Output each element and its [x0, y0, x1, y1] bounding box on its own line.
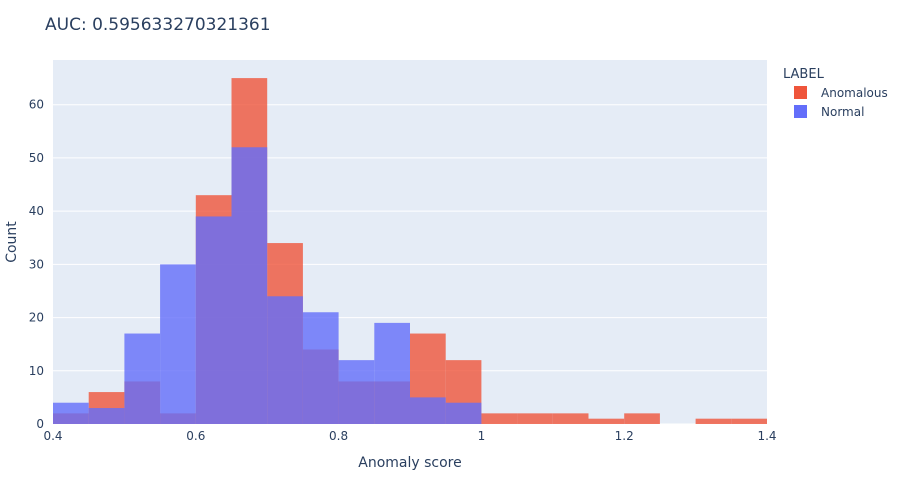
bar-anomalous-12[interactable] — [481, 413, 518, 424]
bar-anomalous-16[interactable] — [624, 413, 660, 424]
x-tick-labels: 0.4 0.6 0.8 1 1.2 1.4 — [43, 429, 776, 443]
y-tick-label: 40 — [29, 204, 44, 218]
y-tick-label: 10 — [29, 364, 44, 378]
y-axis-title: Count — [4, 221, 20, 263]
y-tick-label: 30 — [29, 257, 44, 271]
x-tick-label: 1.4 — [757, 429, 776, 443]
legend-title: LABEL — [783, 67, 825, 82]
bar-anomalous-19[interactable] — [731, 418, 767, 424]
y-tick-labels: 0 10 20 30 40 50 60 — [29, 98, 44, 431]
bar-normal-11[interactable] — [445, 402, 482, 424]
bar-normal-3[interactable] — [160, 264, 196, 424]
legend-label-normal: Normal — [821, 105, 864, 119]
y-tick-label: 0 — [36, 417, 44, 431]
bar-anomalous-18[interactable] — [695, 418, 732, 424]
bar-normal-7[interactable] — [302, 312, 339, 424]
bar-anomalous-14[interactable] — [552, 413, 589, 424]
x-tick-label: 0.6 — [186, 429, 205, 443]
legend-label-anomalous: Anomalous — [821, 86, 888, 100]
x-tick-label: 1 — [478, 429, 486, 443]
y-tick-label: 60 — [29, 98, 44, 112]
x-tick-label: 0.4 — [43, 429, 62, 443]
bar-normal-1[interactable] — [88, 408, 125, 424]
bar-normal-10[interactable] — [410, 397, 446, 424]
bar-normal-0[interactable] — [53, 402, 89, 424]
bars — [53, 78, 767, 425]
bar-normal-2[interactable] — [124, 333, 161, 424]
bar-anomalous-13[interactable] — [517, 413, 553, 424]
bar-normal-4[interactable] — [195, 216, 232, 424]
chart-title: AUC: 0.595633270321361 — [45, 15, 271, 35]
legend-item-normal[interactable]: Normal — [794, 105, 864, 119]
x-tick-label: 1.2 — [615, 429, 634, 443]
legend: LABEL Anomalous Normal — [783, 67, 888, 119]
bar-anomalous-15[interactable] — [588, 418, 625, 424]
bar-normal-9[interactable] — [374, 322, 410, 424]
y-tick-label: 50 — [29, 151, 44, 165]
y-tick-label: 20 — [29, 311, 44, 325]
bar-normal-6[interactable] — [267, 296, 303, 424]
legend-item-anomalous[interactable]: Anomalous — [794, 86, 888, 100]
bar-normal-5[interactable] — [231, 147, 268, 425]
x-axis-title: Anomaly score — [358, 455, 461, 471]
legend-swatch-normal — [794, 105, 807, 118]
x-tick-label: 0.8 — [329, 429, 348, 443]
legend-swatch-anomalous — [794, 86, 807, 99]
bar-normal-8[interactable] — [338, 360, 375, 424]
